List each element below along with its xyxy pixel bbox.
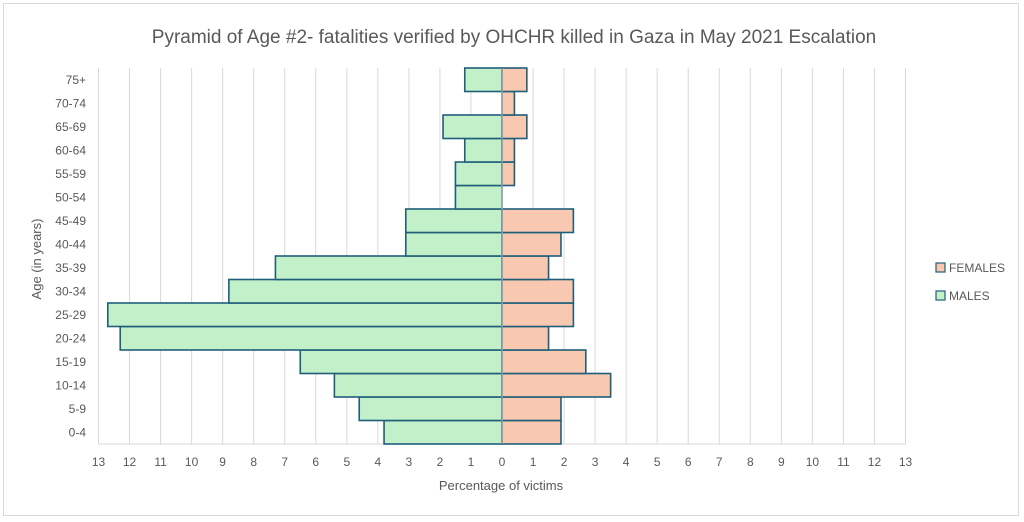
x-tick-label: 12	[868, 455, 882, 469]
x-tick-label: 1	[468, 455, 475, 469]
x-tick-label: 0	[499, 455, 506, 469]
y-tick-label: 10-14	[55, 378, 86, 392]
y-tick-label: 30-34	[55, 284, 86, 298]
x-tick-label: 10	[185, 455, 199, 469]
x-tick-label: 3	[592, 455, 599, 469]
x-tick-label: 10	[806, 455, 820, 469]
bar-males-65-69	[442, 114, 503, 140]
bars	[107, 67, 612, 445]
bar-males-25-29	[107, 302, 503, 328]
x-tick-label: 12	[123, 455, 137, 469]
x-tick-label: 4	[623, 455, 630, 469]
x-tick-label: 9	[778, 455, 785, 469]
bar-females-5-9	[501, 396, 562, 422]
bar-males-35-39	[274, 255, 503, 281]
bar-females-0-4	[501, 419, 562, 445]
x-tick-label: 8	[250, 455, 257, 469]
y-tick-label: 45-49	[55, 214, 86, 228]
bar-males-10-14	[333, 372, 503, 398]
x-tick-label: 11	[154, 455, 167, 469]
bar-females-40-44	[501, 231, 562, 257]
x-tick-label: 9	[219, 455, 226, 469]
bar-females-35-39	[501, 255, 550, 281]
x-tick-labels: 13 12 11 10 9 8 7 6 5 4 3 2 1 0 1 2 3 4 5 6 7 8 9 10 11 12 13	[92, 455, 913, 469]
x-tick-label: 13	[899, 455, 913, 469]
x-tick-label: 11	[837, 455, 850, 469]
y-tick-label: 20-24	[55, 331, 86, 345]
y-tick-labels: 0-4 5-9 10-14 15-19 20-24 25-29 30-34 35-39 40-4…	[55, 73, 86, 440]
y-tick-label: 40-44	[55, 237, 86, 251]
y-tick-label: 70-74	[55, 96, 86, 110]
legend: FEMALES MALES	[935, 261, 1005, 303]
bar-males-45-49	[404, 208, 503, 234]
y-tick-label: 5-9	[69, 402, 87, 416]
x-tick-label: 1	[530, 455, 537, 469]
chart-frame: Pyramid of Age #2- fatalities verified b…	[3, 3, 1019, 516]
x-tick-label: 2	[561, 455, 568, 469]
bar-females-60-64	[501, 137, 516, 163]
y-tick-label: 50-54	[55, 190, 86, 204]
bar-females-25-29	[501, 302, 575, 328]
y-tick-label: 75+	[66, 73, 86, 87]
legend-swatch-males	[935, 290, 946, 301]
x-tick-label: 3	[406, 455, 413, 469]
y-tick-label: 35-39	[55, 261, 86, 275]
legend-label-females: FEMALES	[949, 261, 1005, 275]
x-tick-label: 5	[654, 455, 661, 469]
bar-females-45-49	[501, 208, 575, 234]
bar-males-0-4	[383, 419, 503, 445]
x-axis-label: Percentage of victims	[439, 478, 564, 493]
bar-females-15-19	[501, 349, 587, 375]
bar-females-75+	[501, 67, 528, 93]
bar-males-15-19	[299, 349, 503, 375]
y-tick-label: 65-69	[55, 120, 86, 134]
bar-males-60-64	[463, 137, 503, 163]
y-tick-label: 0-4	[69, 425, 87, 439]
pyramid-chart: Pyramid of Age #2- fatalities verified b…	[29, 27, 1005, 493]
bar-females-20-24	[501, 325, 550, 351]
bar-females-65-69	[501, 114, 528, 140]
legend-swatch-females	[935, 262, 946, 273]
y-tick-label: 25-29	[55, 308, 86, 322]
x-tick-label: 6	[685, 455, 692, 469]
x-tick-label: 7	[716, 455, 723, 469]
bar-males-50-54	[454, 184, 503, 210]
bar-females-10-14	[501, 372, 612, 398]
bar-males-55-59	[454, 161, 503, 187]
x-tick-label: 7	[281, 455, 288, 469]
chart-title: Pyramid of Age #2- fatalities verified b…	[152, 27, 876, 48]
y-tick-label: 60-64	[55, 143, 86, 157]
y-axis-label: Age (in years)	[29, 219, 44, 300]
bar-males-20-24	[119, 325, 503, 351]
y-tick-label: 15-19	[55, 355, 86, 369]
bar-males-5-9	[358, 396, 503, 422]
legend-label-males: MALES	[949, 289, 990, 303]
x-tick-label: 5	[343, 455, 350, 469]
bar-males-75+	[463, 67, 503, 93]
bar-females-55-59	[501, 161, 516, 187]
x-tick-label: 13	[92, 455, 106, 469]
y-tick-label: 55-59	[55, 167, 86, 181]
bar-females-30-34	[501, 278, 575, 304]
bar-males-30-34	[228, 278, 503, 304]
x-tick-label: 6	[312, 455, 319, 469]
bar-females-70-74	[501, 90, 516, 116]
x-tick-label: 4	[375, 455, 382, 469]
x-tick-label: 8	[747, 455, 754, 469]
x-tick-label: 2	[437, 455, 444, 469]
bar-males-40-44	[404, 231, 503, 257]
